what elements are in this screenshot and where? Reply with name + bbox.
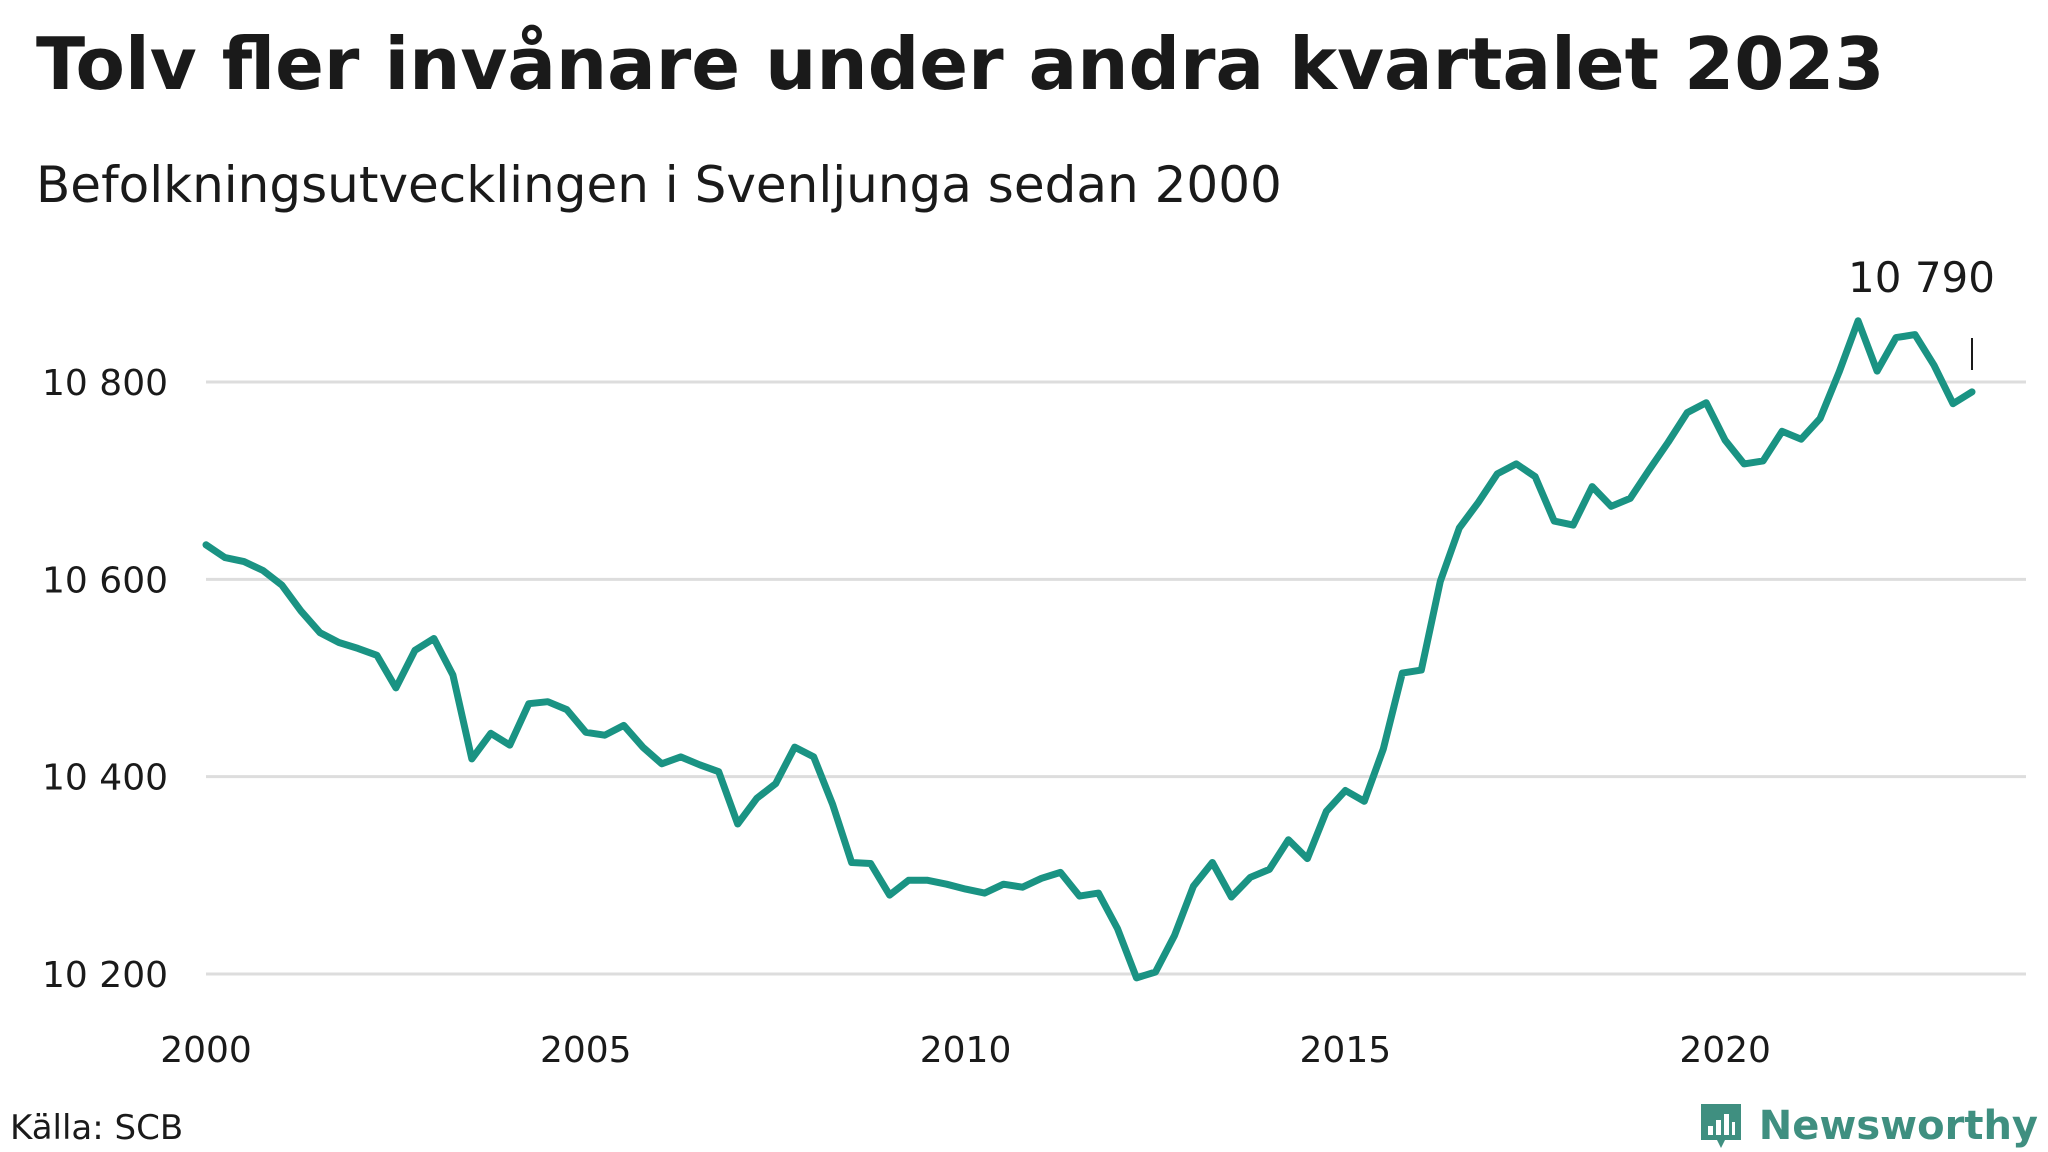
bar-chart-icon — [1700, 1104, 1741, 1148]
chart-title: Tolv fler invånare under andra kvartalet… — [36, 22, 1885, 106]
annotation-layer: 10 790 — [1848, 253, 1995, 370]
brand-logo: Newsworthy — [1697, 1100, 2038, 1152]
y-tick-label: 10 400 — [42, 758, 168, 799]
x-tick-label: 2005 — [540, 1030, 632, 1071]
series-layer — [202, 317, 1976, 982]
chart-subtitle: Befolkningsutvecklingen i Svenljunga sed… — [36, 156, 1282, 214]
x-tick-label: 2010 — [920, 1030, 1012, 1071]
x-tick-label: 2000 — [160, 1030, 252, 1071]
x-tick-label: 2020 — [1679, 1030, 1771, 1071]
annotation-label: 10 790 — [1848, 253, 1995, 302]
y-tick-labels: 10 200 10 400 10 600 10 800 — [42, 363, 168, 996]
x-tick-label: 2015 — [1300, 1030, 1392, 1071]
source-note: Källa: SCB — [10, 1108, 184, 1148]
y-tick-label: 10 800 — [42, 363, 168, 404]
y-tick-label: 10 200 — [42, 955, 168, 996]
series-line — [202, 317, 1976, 982]
y-tick-label: 10 600 — [42, 560, 168, 601]
brand-name: Newsworthy — [1758, 1103, 2038, 1149]
grid-layer — [206, 380, 2026, 976]
x-tick-labels: 2000 2005 2010 2015 2020 — [160, 1030, 1771, 1071]
